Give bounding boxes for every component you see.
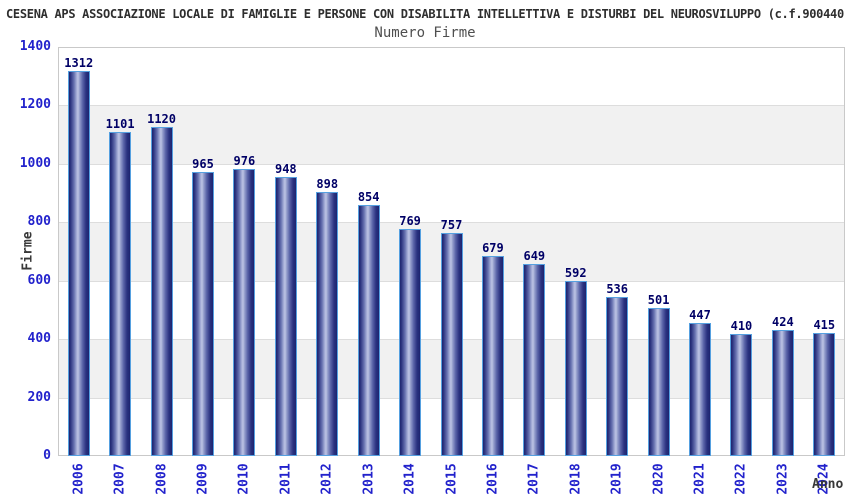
bar-value-label: 424 bbox=[772, 315, 794, 330]
bar-2024 bbox=[813, 332, 836, 456]
bar-value-label: 536 bbox=[606, 282, 629, 297]
bar-2009 bbox=[191, 172, 214, 456]
x-tick-label-text: 2009 bbox=[195, 463, 211, 495]
bar-value-label: 501 bbox=[647, 292, 670, 307]
gridline bbox=[58, 222, 845, 224]
x-tick-label-text: 2017 bbox=[526, 463, 542, 495]
x-tick-label-text: 2019 bbox=[609, 463, 625, 495]
x-tick-label-text: 2015 bbox=[444, 463, 459, 495]
x-tick-label-text: 2014 bbox=[402, 463, 418, 495]
bar-2015 bbox=[440, 232, 463, 456]
bar-value-label: 965 bbox=[192, 157, 214, 172]
plot-area: 1312 1101 1120 965 976 948 898 854 769 757 679 649 5… bbox=[58, 47, 845, 456]
bar-value-label: 898 bbox=[316, 176, 339, 191]
x-tick-label-text: 2018 bbox=[568, 463, 584, 495]
plot-band bbox=[58, 105, 845, 164]
bar-2007 bbox=[109, 132, 132, 456]
bar-2016 bbox=[481, 255, 504, 456]
x-tick-label-text: 2008 bbox=[154, 463, 170, 495]
bar-value-label: 976 bbox=[233, 153, 256, 168]
y-tick-label: 1400 bbox=[19, 39, 51, 54]
bar-2012 bbox=[316, 191, 339, 456]
x-tick-label-text: 2013 bbox=[361, 463, 377, 495]
bar-2011 bbox=[274, 177, 297, 456]
y-tick-label: 1200 bbox=[19, 97, 51, 113]
bar-value-label: 679 bbox=[482, 240, 504, 255]
gridline bbox=[58, 105, 845, 107]
x-tick-label-text: 2021 bbox=[692, 463, 708, 495]
bar-value-label: 757 bbox=[440, 217, 463, 232]
bar-2022 bbox=[730, 334, 753, 456]
y-tick-label: 200 bbox=[27, 389, 51, 405]
x-tick-label-text: 2016 bbox=[485, 463, 501, 495]
bar-2019 bbox=[606, 297, 629, 456]
bar-value-label: 592 bbox=[564, 266, 587, 281]
chart-title: CESENA APS ASSOCIAZIONE LOCALE DI FAMIGL… bbox=[6, 7, 844, 21]
bar-2023 bbox=[771, 330, 794, 456]
y-tick-label: 400 bbox=[27, 331, 51, 347]
bar-value-label: 948 bbox=[274, 162, 297, 177]
y-axis-title-text: Firme bbox=[20, 231, 36, 271]
x-tick-label-text: 2022 bbox=[733, 463, 749, 495]
x-tick-label-text: 2011 bbox=[278, 463, 294, 495]
bar-2006 bbox=[67, 70, 90, 456]
x-tick-label-text: 2007 bbox=[112, 463, 128, 495]
bar-value-label: 447 bbox=[689, 308, 711, 323]
gridline bbox=[58, 163, 845, 165]
bar-2021 bbox=[689, 323, 712, 456]
bar-2020 bbox=[647, 307, 670, 456]
x-tick-label-text: 2010 bbox=[236, 463, 252, 495]
bar-value-label: 415 bbox=[813, 317, 836, 332]
x-axis-title: Anno bbox=[812, 477, 844, 492]
bar-value-label: 1101 bbox=[105, 117, 135, 132]
chart-subtitle: Numero Firme bbox=[374, 25, 476, 41]
y-tick-label: 0 bbox=[43, 448, 51, 463]
bar-value-label: 649 bbox=[523, 249, 546, 264]
x-tick-label-text: 2023 bbox=[775, 463, 791, 495]
y-tick-label: 1000 bbox=[19, 155, 51, 171]
bar-2018 bbox=[564, 281, 587, 456]
bar-2013 bbox=[357, 204, 380, 456]
bar-2014 bbox=[399, 229, 422, 456]
x-tick-label-text: 2012 bbox=[319, 463, 335, 495]
x-tick-label-text: 2006 bbox=[71, 463, 87, 495]
x-tick-label-text: 2020 bbox=[651, 463, 667, 495]
y-tick-label: 600 bbox=[27, 272, 51, 288]
bar-value-label: 1312 bbox=[64, 55, 94, 70]
bar-value-label: 769 bbox=[399, 214, 421, 229]
bar-2010 bbox=[233, 168, 256, 456]
bar-2008 bbox=[150, 126, 173, 456]
bar-2017 bbox=[523, 264, 546, 456]
bar-value-label: 410 bbox=[730, 319, 753, 334]
bar-value-label: 1120 bbox=[147, 111, 176, 126]
bar-value-label: 854 bbox=[357, 189, 380, 204]
y-tick-label: 800 bbox=[27, 214, 51, 230]
